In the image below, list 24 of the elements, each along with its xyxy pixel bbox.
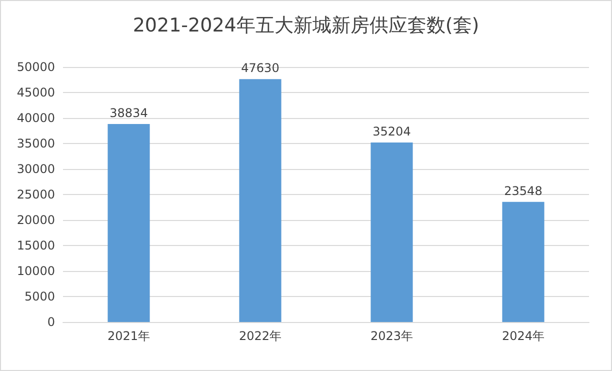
y-tick-label: 5000: [24, 290, 55, 304]
bar: [502, 202, 544, 322]
y-tick-label: 30000: [16, 162, 55, 176]
y-tick-label: 0: [47, 315, 55, 329]
x-tick-label: 2024年: [502, 329, 545, 343]
y-tick-label: 40000: [16, 111, 55, 125]
bar: [370, 142, 413, 322]
x-tick-label: 2021年: [107, 329, 150, 343]
y-tick-label: 50000: [16, 60, 55, 74]
y-tick-label: 15000: [16, 238, 55, 252]
data-label: 47630: [241, 61, 280, 76]
x-tick-label: 2023年: [370, 329, 414, 343]
bar: [239, 79, 282, 322]
y-tick-label: 25000: [16, 188, 55, 202]
y-tick-label: 45000: [16, 86, 55, 100]
y-tick-label: 35000: [16, 136, 55, 150]
y-tick-label: 10000: [16, 264, 55, 278]
x-tick-label: 2022年: [238, 329, 282, 343]
chart-title: 2021-2024年五大新城新房供应套数(套): [132, 14, 480, 36]
y-tick-label: 20000: [16, 213, 55, 227]
data-label: 23548: [504, 184, 542, 198]
data-label: 35204: [372, 124, 411, 138]
bar: [108, 124, 150, 322]
data-label: 38834: [110, 106, 148, 120]
